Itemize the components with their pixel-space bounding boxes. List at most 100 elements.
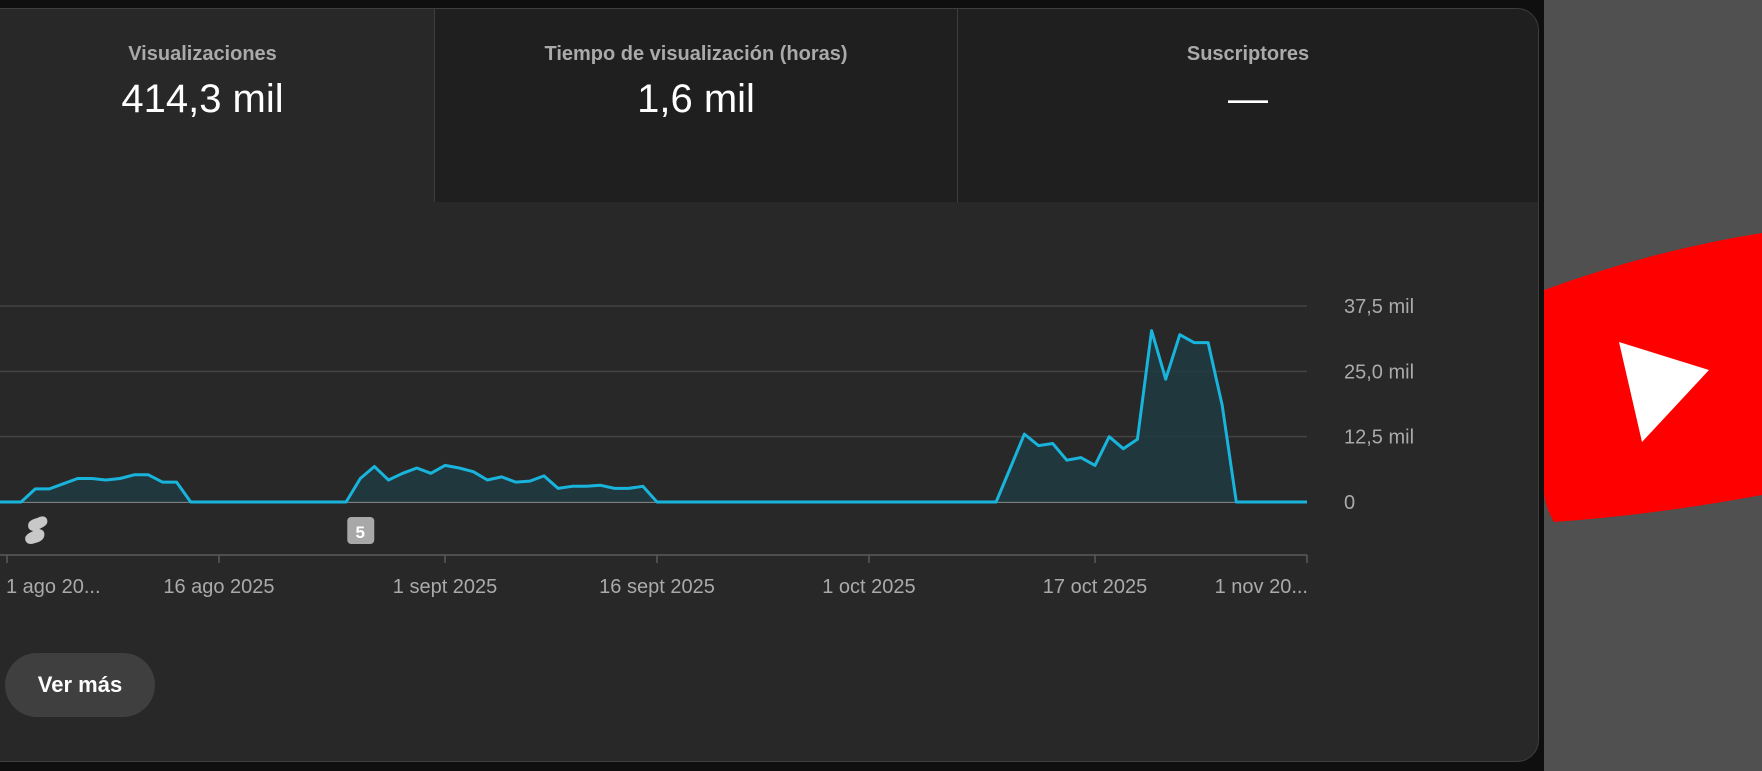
side-panel	[1544, 0, 1762, 771]
data-point	[61, 481, 66, 486]
data-point	[796, 500, 801, 505]
data-point	[231, 500, 236, 505]
data-point	[965, 500, 970, 505]
metric-label-views: Visualizaciones	[128, 43, 277, 65]
data-point	[1135, 437, 1140, 442]
metric-value-watch-time: 1,6 mil	[637, 77, 755, 121]
data-point	[1107, 434, 1112, 439]
data-point	[118, 476, 123, 481]
metric-tab-watch-time[interactable]: Tiempo de visualización (horas) 1,6 mil	[434, 9, 957, 202]
data-point	[259, 500, 264, 505]
metric-tab-views[interactable]: Visualizaciones 414,3 mil	[0, 9, 434, 202]
data-point	[753, 500, 758, 505]
data-point	[1305, 500, 1310, 505]
data-point	[344, 500, 349, 505]
data-point	[881, 500, 886, 505]
shorts-icon-shape	[25, 516, 48, 544]
data-point	[75, 476, 80, 481]
data-point	[301, 500, 306, 505]
data-point	[951, 500, 956, 505]
data-point	[697, 500, 702, 505]
data-point	[852, 500, 857, 505]
data-point	[980, 500, 985, 505]
data-point	[132, 472, 137, 477]
data-point	[1008, 466, 1013, 471]
data-point	[669, 500, 674, 505]
metric-tab-subscribers[interactable]: Suscriptores —	[957, 9, 1538, 202]
data-point	[1220, 403, 1225, 408]
data-point	[513, 480, 518, 485]
shorts-icon	[25, 516, 48, 544]
data-point	[866, 500, 871, 505]
data-point	[1191, 340, 1196, 345]
youtube-logo-icon	[1544, 233, 1762, 522]
x-tick-label: 1 ago 20...	[6, 576, 101, 598]
data-point	[824, 500, 829, 505]
y-tick-label: 25,0 mil	[1344, 361, 1414, 383]
data-point	[895, 500, 900, 505]
data-point	[1078, 455, 1083, 460]
data-point	[640, 484, 645, 489]
data-point	[527, 479, 532, 484]
x-tick-label: 17 oct 2025	[1043, 576, 1148, 598]
x-tick-label: 1 sept 2025	[393, 576, 498, 598]
data-point	[683, 500, 688, 505]
data-point	[1206, 340, 1211, 345]
data-point	[386, 478, 391, 483]
data-point	[358, 476, 363, 481]
data-point	[499, 474, 504, 479]
data-point	[5, 500, 10, 505]
metric-value-views: 414,3 mil	[121, 77, 284, 121]
data-point	[273, 500, 278, 505]
data-point	[202, 500, 207, 505]
data-point	[810, 500, 815, 505]
data-point	[1276, 500, 1281, 505]
data-point	[1177, 332, 1182, 337]
y-tick-label: 37,5 mil	[1344, 296, 1414, 318]
metric-value-subscribers: —	[1228, 77, 1268, 121]
data-point	[443, 463, 448, 468]
data-point	[923, 500, 928, 505]
data-point	[584, 484, 589, 489]
data-point	[612, 486, 617, 491]
data-point	[1121, 446, 1126, 451]
data-point	[598, 483, 603, 488]
metric-label-subscribers: Suscriptores	[1186, 43, 1310, 65]
data-point	[19, 500, 24, 505]
data-point	[485, 478, 490, 483]
marker-badge	[347, 517, 375, 544]
data-point	[725, 500, 730, 505]
data-point	[1036, 443, 1041, 448]
data-point	[1093, 463, 1098, 468]
data-point	[556, 486, 561, 491]
marker-badge-label: 5	[356, 523, 365, 542]
data-point	[216, 500, 221, 505]
data-point	[1290, 500, 1295, 505]
data-point	[146, 472, 151, 477]
views-chart[interactable]: 0 12,5 mil 25,0 mil 37,5 mil 1 ago 20... 16 a…	[0, 9, 1538, 761]
data-point	[89, 476, 94, 481]
x-tick-label: 16 ago 2025	[163, 576, 274, 598]
data-point	[782, 500, 787, 505]
data-point	[626, 486, 631, 491]
data-point	[739, 500, 744, 505]
data-point	[541, 473, 546, 478]
data-point	[768, 500, 773, 505]
data-point	[1248, 500, 1253, 505]
x-tick-label: 16 sept 2025	[599, 576, 715, 598]
data-point	[1149, 328, 1154, 333]
data-point	[245, 500, 250, 505]
data-point	[188, 500, 193, 505]
data-point	[174, 480, 179, 485]
data-point	[1050, 441, 1055, 446]
data-point	[909, 500, 914, 505]
see-more-button[interactable]: Ver más	[5, 653, 155, 717]
data-point	[711, 500, 716, 505]
metric-label-watch-time: Tiempo de visualización (horas)	[544, 43, 848, 65]
data-point	[400, 471, 405, 476]
data-point	[471, 469, 476, 474]
data-point	[1022, 432, 1027, 437]
series-line	[0, 329, 1307, 504]
data-point	[1163, 377, 1168, 382]
